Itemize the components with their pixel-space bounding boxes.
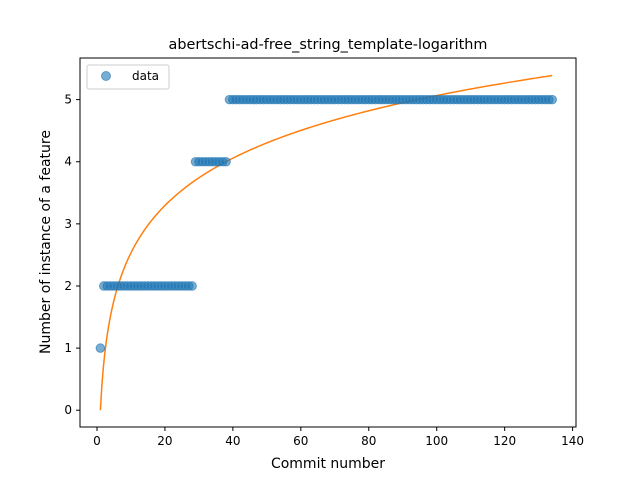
- x-tick-label: 120: [493, 434, 516, 448]
- legend-marker-data: [101, 71, 111, 81]
- fit-layer: [99, 74, 553, 411]
- data-points: [95, 94, 558, 353]
- y-axis-label: Number of instance of a feature: [38, 130, 54, 354]
- x-tick-label: 140: [561, 434, 584, 448]
- x-axis-label: Commit number: [271, 456, 385, 472]
- fit-curve: [99, 74, 553, 411]
- y-tick-label: 5: [64, 93, 72, 107]
- y-tick-label: 3: [64, 217, 72, 231]
- data-point: [187, 281, 197, 291]
- data-point: [547, 94, 558, 105]
- y-tick-label: 4: [64, 155, 72, 169]
- legend-label-data: data: [132, 69, 159, 83]
- x-tick-label: 40: [225, 434, 240, 448]
- x-tick-label: 60: [293, 434, 308, 448]
- chart-title: abertschi-ad-free_string_template-logari…: [169, 37, 488, 53]
- y-tick-label: 1: [64, 341, 72, 355]
- y-tick-label: 0: [64, 403, 72, 417]
- x-tick-label: 20: [157, 434, 172, 448]
- x-tick-label: 0: [93, 434, 101, 448]
- y-axis-ticks: 0 1 2 3 4 5: [64, 93, 80, 417]
- y-tick-label: 2: [64, 279, 72, 293]
- x-tick-label: 80: [361, 434, 376, 448]
- plot-area: [79, 57, 577, 428]
- legend-box: [86, 64, 170, 90]
- data-point: [95, 343, 106, 353]
- x-tick-label: 100: [425, 434, 448, 448]
- x-axis-ticks: 0 20 40 60 80 100 120 140: [93, 427, 584, 448]
- legend: data: [86, 64, 170, 90]
- data-point: [221, 156, 231, 167]
